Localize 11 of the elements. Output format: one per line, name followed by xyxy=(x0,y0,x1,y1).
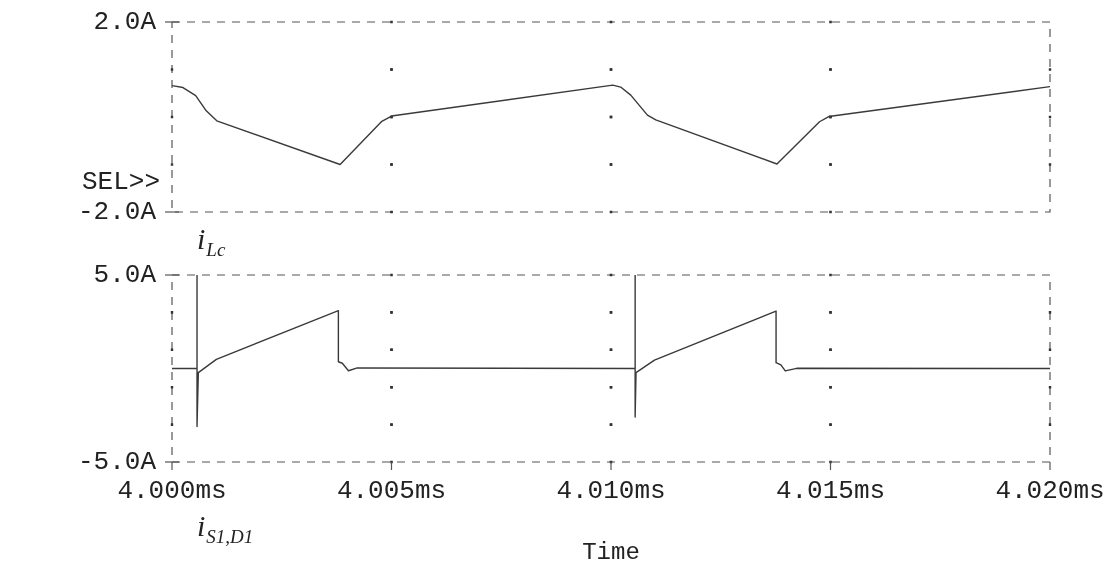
x-tick-label: 4.000ms xyxy=(117,476,227,507)
x-axis-title: Time xyxy=(582,539,640,565)
y-tick-label: -5.0A xyxy=(77,446,157,477)
x-tick-label: 4.010ms xyxy=(556,476,666,507)
x-tick-label: 4.015ms xyxy=(775,476,886,507)
text: SEL>> xyxy=(81,166,160,197)
y-tick-label: 5.0A xyxy=(93,259,157,290)
y-tick-label: -2.0A xyxy=(77,196,157,227)
x-tick-label: 4.005ms xyxy=(336,476,447,507)
x-tick-label: 4.020ms xyxy=(995,476,1105,507)
y-tick-label: 2.0A xyxy=(93,6,157,37)
